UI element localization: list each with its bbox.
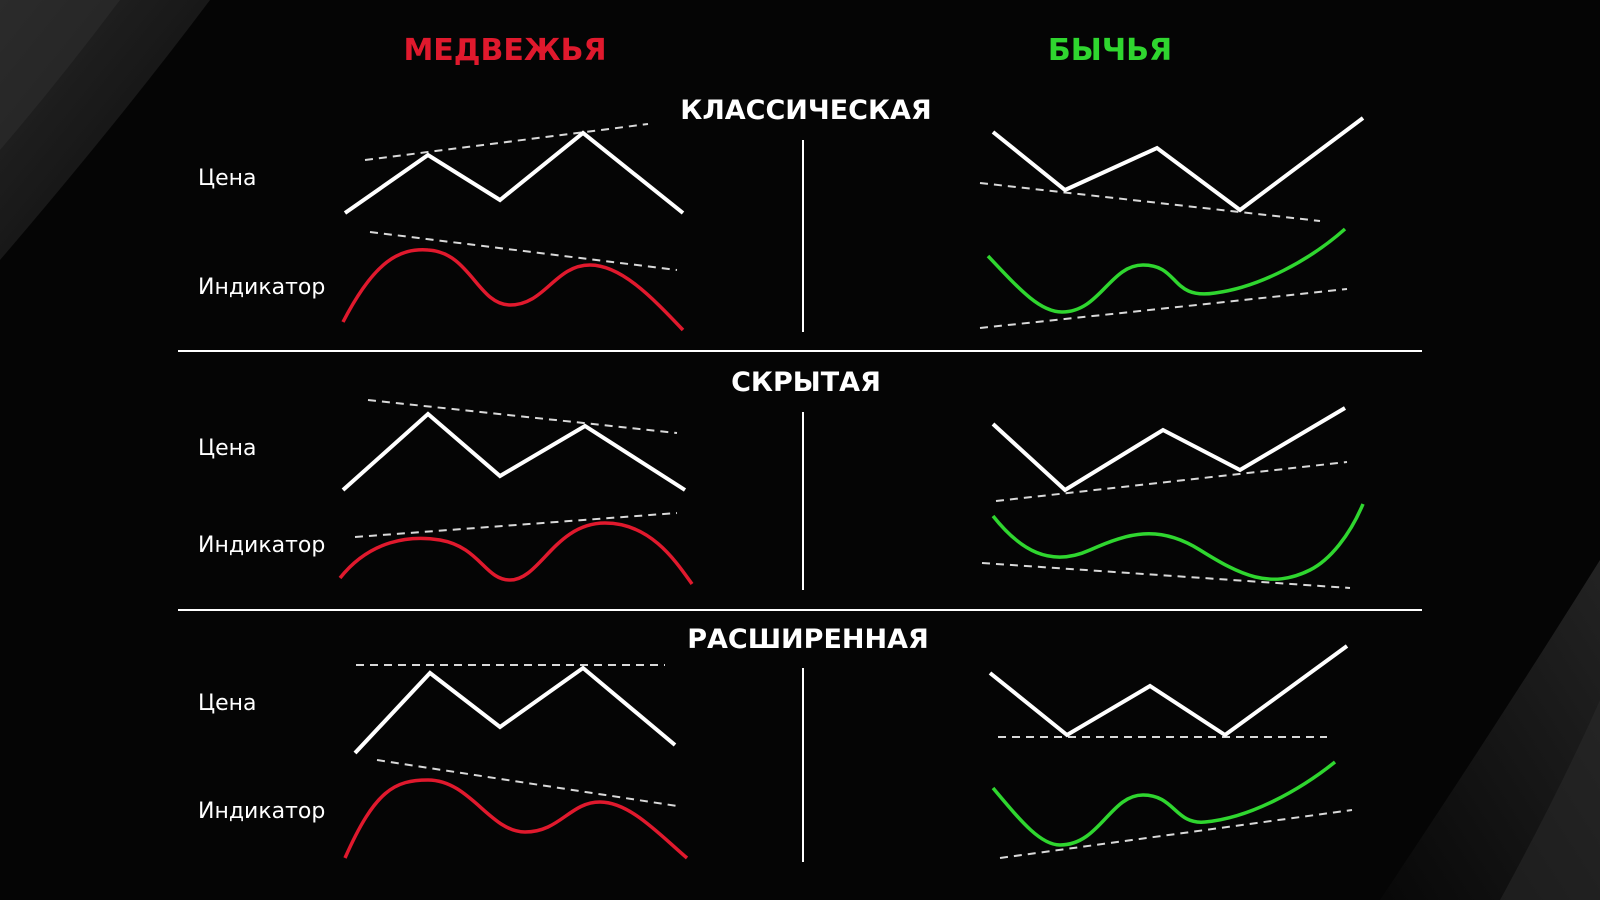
bullish-indicator-curve <box>986 227 1347 314</box>
price-label: Цена <box>198 436 256 461</box>
section-classic: КЛАССИЧЕСКАЯ Цена Индикатор <box>198 95 1365 332</box>
price-label: Цена <box>198 166 256 191</box>
bearish-indicator-curve <box>338 521 694 586</box>
bearish-price-line <box>341 411 687 492</box>
price-trend-line <box>995 461 1348 502</box>
indicator-label: Индикатор <box>198 533 325 558</box>
indicator-trend-line <box>354 512 678 538</box>
bullish-price-line <box>991 116 1365 213</box>
bullish-header: БЫЧЬЯ <box>1048 33 1172 68</box>
section-title: РАСШИРЕННАЯ <box>687 624 929 655</box>
indicator-trend-line <box>369 231 678 271</box>
indicator-label: Индикатор <box>198 799 325 824</box>
section-extended: РАСШИРЕННАЯ Цена Индикатор <box>198 624 1353 860</box>
price-trend-line <box>364 123 649 161</box>
bullish-price-line <box>988 644 1349 738</box>
bearish-price-line <box>353 665 677 755</box>
section-title: КЛАССИЧЕСКАЯ <box>680 95 931 126</box>
indicator-trend-line <box>376 759 678 807</box>
price-trend-line <box>979 182 1321 222</box>
bearish-indicator-curve <box>341 248 685 332</box>
bearish-price-line <box>343 130 685 215</box>
bullish-indicator-curve <box>991 760 1337 847</box>
bearish-header: МЕДВЕЖЬЯ <box>403 33 606 68</box>
bullish-price-line <box>991 406 1347 493</box>
indicator-trend-line <box>981 562 1351 589</box>
indicator-label: Индикатор <box>198 275 325 300</box>
bullish-indicator-curve <box>991 503 1365 582</box>
price-label: Цена <box>198 691 256 716</box>
indicator-trend-line <box>999 809 1353 859</box>
price-trend-line <box>367 399 678 434</box>
indicator-trend-line <box>979 288 1348 329</box>
section-hidden: СКРЫТАЯ Цена Индикатор <box>198 367 1365 589</box>
bearish-indicator-curve <box>343 778 689 860</box>
section-title: СКРЫТАЯ <box>731 367 881 398</box>
